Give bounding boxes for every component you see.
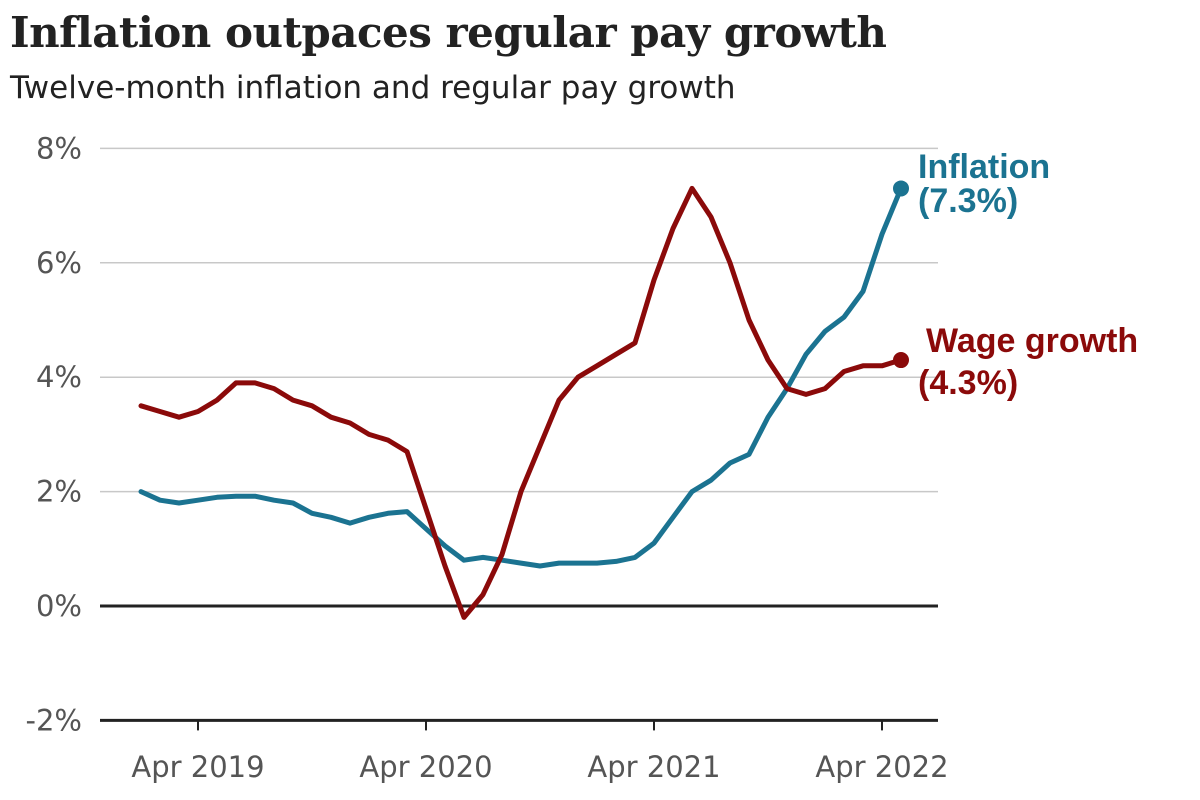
x-tick-label: Apr 2021 [587, 750, 720, 784]
series-label: Inflation [918, 148, 1050, 186]
x-tick-label: Apr 2022 [815, 750, 948, 784]
series-end-marker [893, 352, 909, 369]
series-value-label: (4.3%) [918, 364, 1018, 402]
series-end-marker [893, 180, 909, 197]
x-tick-label: Apr 2020 [359, 750, 492, 784]
series-line-inflation [138, 185, 904, 569]
series-value-label: (7.3%) [918, 182, 1018, 220]
x-tick-label: Apr 2019 [131, 750, 264, 784]
series-line-wage-growth [138, 185, 904, 620]
y-tick-label: -2% [26, 703, 82, 737]
y-tick-label: 0% [36, 589, 82, 623]
chart-title: Inflation outpaces regular pay growth [10, 8, 887, 57]
chart-subtitle: Twelve-month inflation and regular pay g… [10, 70, 736, 106]
y-tick-label: 8% [36, 131, 82, 165]
y-tick-label: 6% [36, 246, 82, 280]
y-tick-label: 4% [36, 360, 82, 394]
y-tick-label: 2% [36, 475, 82, 509]
series-label: Wage growth [926, 322, 1138, 360]
